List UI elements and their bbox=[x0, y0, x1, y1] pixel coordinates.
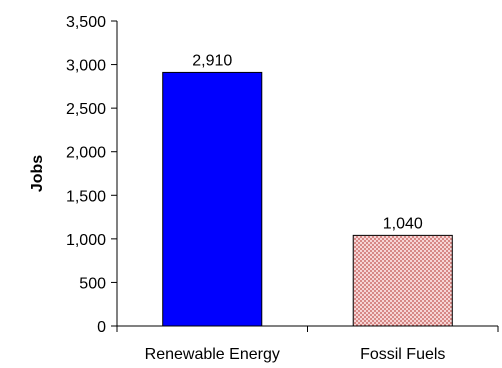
y-axis: 0 500 1,000 1,500 2,000 2,500 3,000 3,500 bbox=[66, 14, 118, 336]
data-label: 2,910 bbox=[192, 52, 232, 69]
y-axis-title: Jobs bbox=[29, 155, 46, 192]
y-tick-label: 3,500 bbox=[66, 14, 106, 31]
bar-fossil-fuels bbox=[352, 234, 453, 327]
data-labels-group: 2,910 1,040 bbox=[192, 52, 423, 232]
data-label: 1,040 bbox=[383, 215, 423, 232]
y-tick-label: 2,000 bbox=[66, 145, 106, 162]
y-tick-label: 1,500 bbox=[66, 188, 106, 205]
y-tick-label: 2,500 bbox=[66, 101, 106, 118]
bars-group bbox=[162, 71, 453, 327]
y-tick-label: 500 bbox=[79, 275, 106, 292]
bar-renewable-energy bbox=[162, 71, 263, 327]
y-tick-label: 1,000 bbox=[66, 232, 106, 249]
x-category-label: Fossil Fuels bbox=[360, 346, 445, 363]
x-category-label: Renewable Energy bbox=[145, 346, 280, 363]
y-tick-label: 3,000 bbox=[66, 58, 106, 75]
x-axis: Renewable Energy Fossil Fuels bbox=[116, 325, 499, 363]
y-tick-label: 0 bbox=[97, 319, 106, 336]
